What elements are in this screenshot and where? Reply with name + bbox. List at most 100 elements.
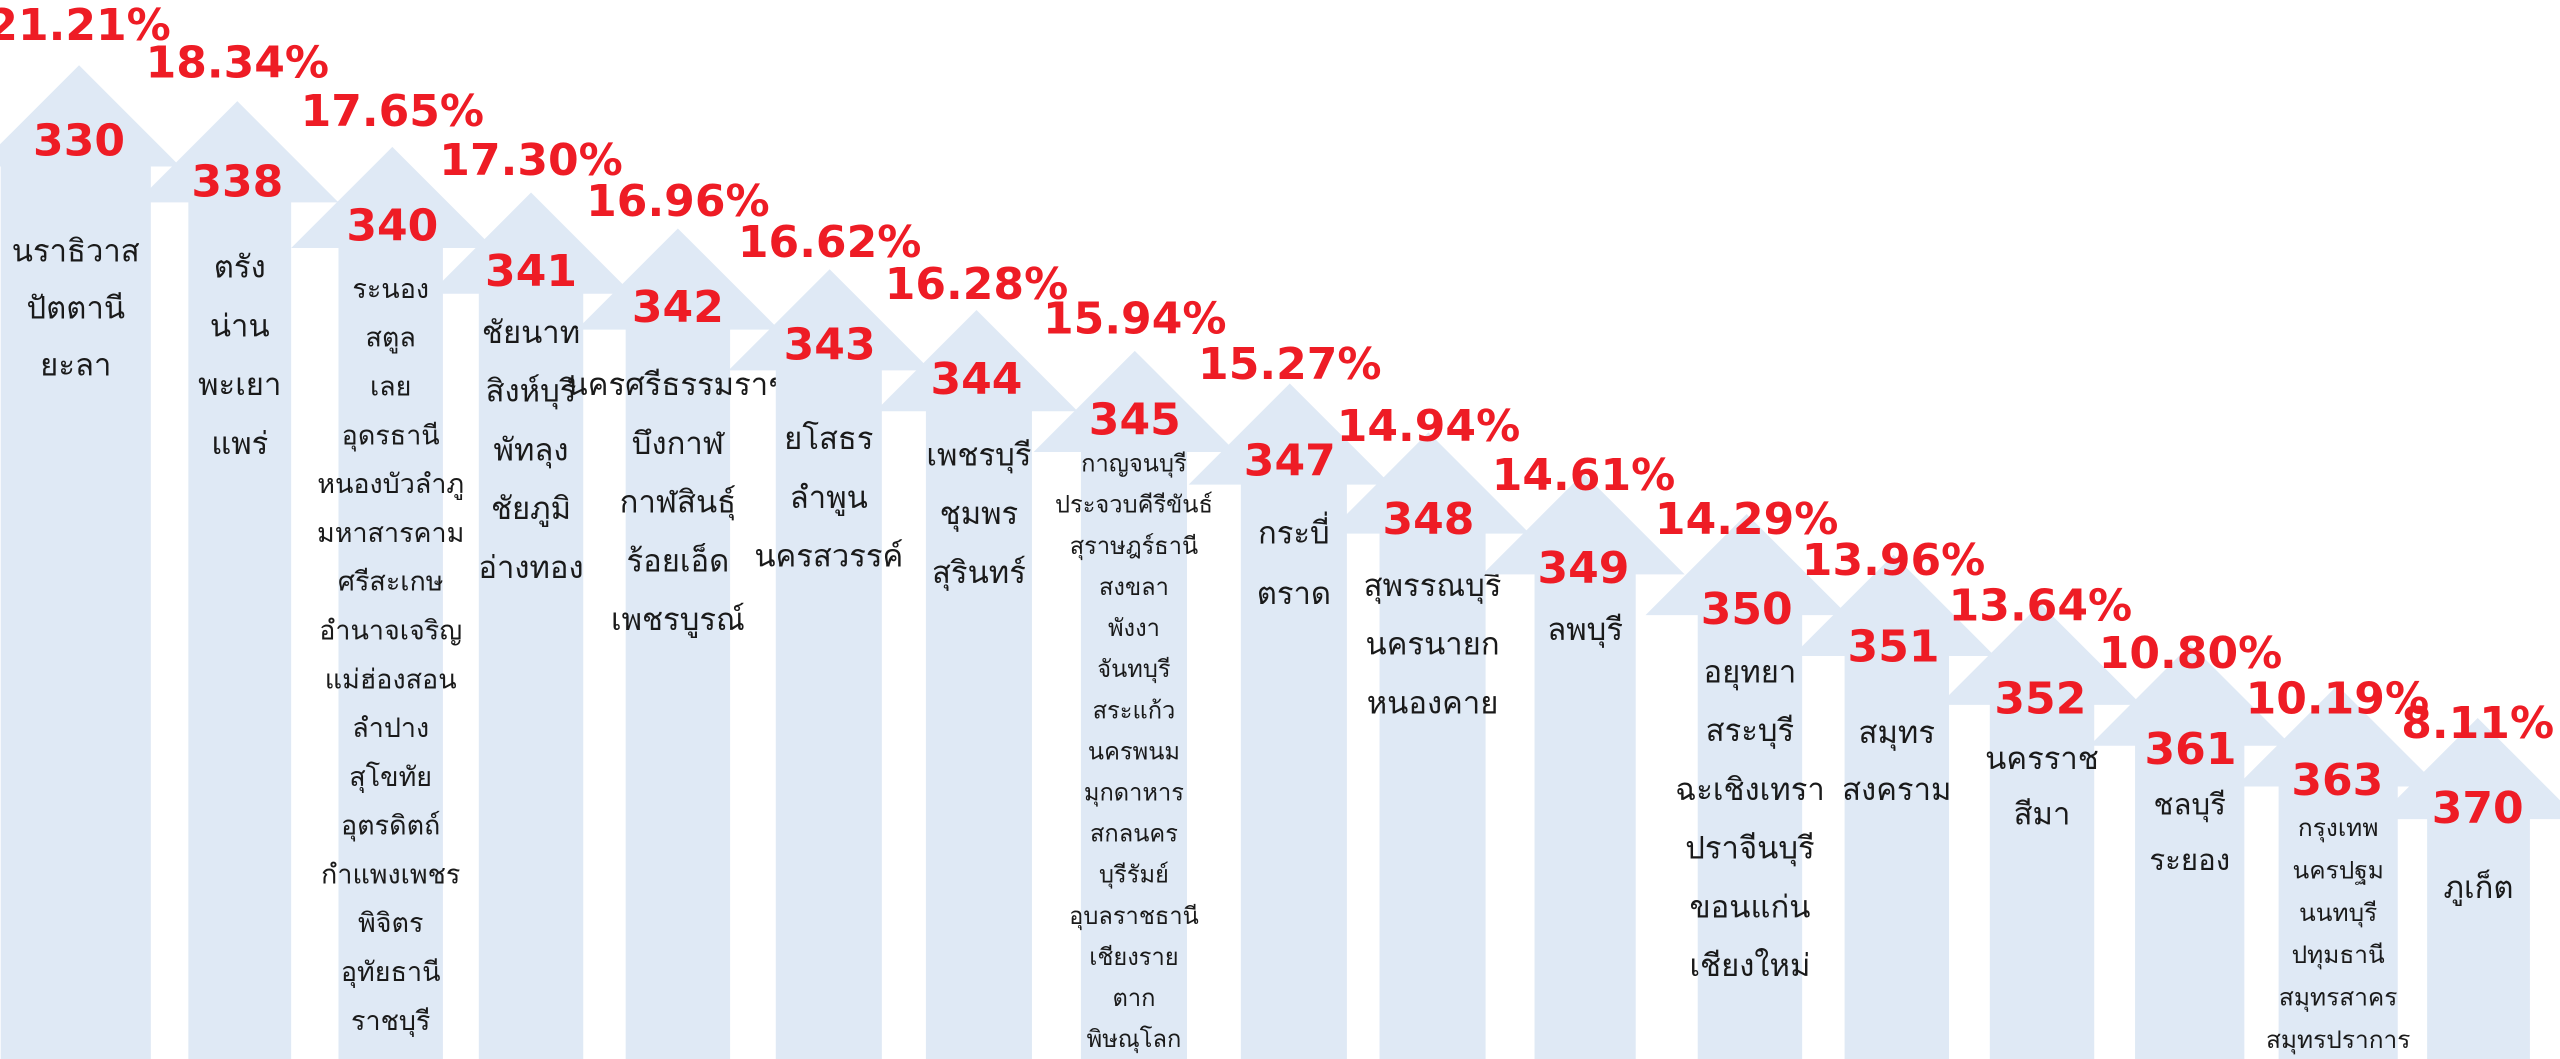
province-name: ชัยนาท [482, 315, 580, 351]
province-name: ชลบุรี [2154, 788, 2226, 823]
province-name: หนองคาย [1367, 685, 1499, 721]
province-name: ปทุมธานี [2292, 940, 2385, 970]
arrow [0, 65, 181, 1059]
rank-number: 343 [784, 320, 876, 371]
province-name: สระบุรี [1706, 713, 1795, 750]
province-name: นครศรีธรรมราช [567, 367, 790, 403]
province-name: ลำพูน [790, 480, 868, 516]
arrow [728, 269, 931, 1059]
province-name: เพชรบุรี [926, 437, 1031, 474]
rank-number: 344 [931, 354, 1023, 405]
arrow [1482, 473, 1685, 1059]
percent-label: 13.64% [1949, 581, 2132, 632]
rank-number: 352 [1994, 674, 2086, 725]
rank-number: 370 [2432, 783, 2524, 834]
percent-label: 16.96% [586, 176, 769, 227]
province-name: สงขลา [1099, 573, 1169, 601]
province-name: เชียงราย [1089, 943, 1178, 971]
percent-label: 15.27% [1198, 339, 1381, 390]
percent-label: 21.21% [0, 0, 171, 51]
percent-label: 10.80% [2099, 628, 2282, 679]
rank-number: 338 [191, 156, 283, 207]
arrow [2376, 717, 2560, 1059]
rank-number: 347 [1244, 435, 1336, 486]
arrow [1188, 383, 1391, 1059]
rank-number: 351 [1848, 621, 1940, 672]
rank-number: 341 [485, 246, 577, 297]
province-name: สกลนคร [1090, 820, 1178, 848]
arrow [1033, 350, 1236, 1059]
arrow [2089, 644, 2292, 1059]
province-name: สมุทร [1859, 715, 1935, 752]
province-name: อุบลราชธานี [1069, 902, 1199, 930]
province-name: ลำปาง [352, 713, 429, 744]
arrow [576, 228, 780, 1059]
province-name: อยุทยา [1704, 654, 1797, 691]
percent-label: 14.94% [1337, 401, 1520, 452]
province-name: สิงห์บุรี [486, 374, 577, 411]
province-name: มหาสารคาม [317, 518, 464, 549]
province-name: แม่ฮ่องสอน [325, 664, 457, 695]
percent-label: 15.94% [1043, 293, 1226, 344]
province-name: กระบี่ [1258, 512, 1330, 552]
arrow [1939, 603, 2142, 1059]
province-name: ขอนแก่น [1689, 889, 1810, 925]
province-name: น่าน [210, 308, 270, 344]
province-name: ยะลา [40, 348, 111, 384]
province-name: ตรัง [214, 250, 266, 286]
arrow [1792, 554, 1995, 1059]
arrow [1645, 513, 1848, 1059]
province-name: บึงกาฬ [632, 426, 726, 462]
province-name: เชียงใหม่ [1689, 948, 1810, 984]
province-name: กาฬสินธุ์ [620, 485, 736, 522]
province-name: นครปฐม [2292, 855, 2383, 884]
province-name: พิษณุโลก [1087, 1025, 1182, 1053]
province-name: ระนอง [352, 274, 429, 305]
province-name: สระแก้ว [1093, 696, 1176, 724]
province-name: ระยอง [2149, 843, 2230, 877]
province-name: จันทบุรี [1097, 655, 1171, 683]
arrow [291, 146, 494, 1059]
province-name: สุโขทัย [349, 762, 432, 793]
percent-label: 16.62% [738, 217, 921, 268]
province-name: สมุทรปราการ [2266, 1025, 2410, 1055]
province-name: สุราษฎร์ธานี [1070, 532, 1199, 560]
arrow [429, 192, 633, 1059]
province-name: ชุมพร [940, 496, 1019, 533]
province-name: เพชรบูรณ์ [611, 602, 745, 638]
rank-number: 361 [2145, 724, 2237, 775]
percent-label: 10.19% [2246, 674, 2429, 725]
province-name: กาญจนบุรี [1081, 450, 1187, 478]
rank-number: 330 [33, 116, 125, 167]
province-name: ปราจีนบุรี [1685, 831, 1814, 868]
province-name: อ่างทอง [478, 550, 583, 586]
province-name: ลพบุรี [1547, 612, 1623, 649]
percent-label: 16.28% [885, 259, 1068, 310]
province-name: ประจวบคีรีขันธ์ [1055, 491, 1213, 519]
province-name: อำนาจเจริญ [319, 615, 462, 646]
province-name: สมุทรสาคร [2279, 983, 2398, 1013]
province-name: มุกดาหาร [1084, 779, 1184, 807]
province-name: ปัตตานี [27, 291, 126, 327]
province-name: นครพนม [1088, 737, 1180, 765]
province-name: ศรีสะเกษ [338, 567, 444, 598]
province-name: เลย [370, 372, 411, 403]
province-name: สุรินทร์ [932, 555, 1026, 592]
province-name: พิจิตร [358, 908, 423, 939]
percent-label: 14.29% [1655, 494, 1838, 545]
province-name: นราธิวาส [12, 233, 140, 269]
province-name: บุรีรัมย์ [1099, 861, 1169, 889]
rank-number: 345 [1089, 395, 1181, 446]
rank-number: 348 [1383, 494, 1475, 545]
rank-number: 342 [632, 282, 724, 333]
rank-number: 340 [346, 200, 438, 251]
arrow [875, 310, 1078, 1059]
province-name: นนทบุรี [2299, 898, 2377, 928]
province-name: สงคราม [1842, 772, 1951, 808]
province-name: พัทลุง [494, 432, 569, 469]
arrow [136, 101, 339, 1059]
arrow [2236, 685, 2439, 1059]
percent-label: 17.65% [301, 86, 484, 137]
province-name: นครสวรรค์ [754, 539, 903, 575]
